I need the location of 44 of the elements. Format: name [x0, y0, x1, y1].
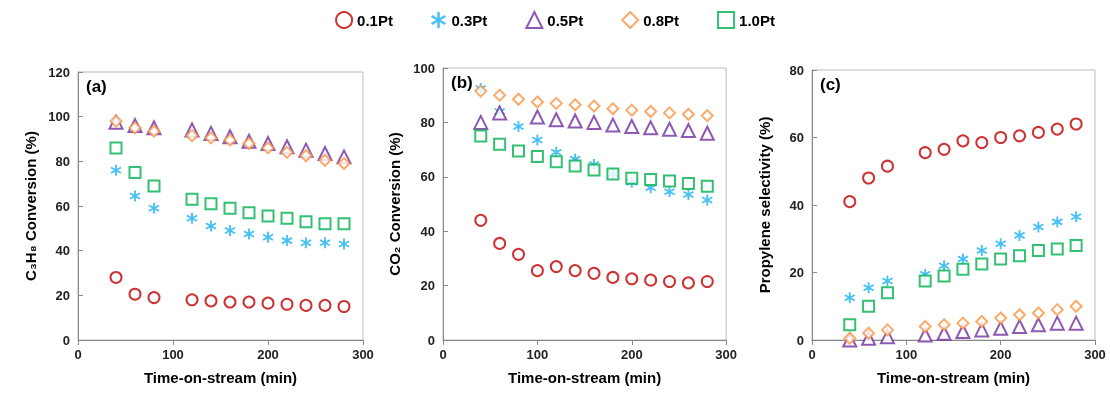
x-tick-label: 300: [1084, 347, 1106, 362]
x-tick-label: 200: [620, 347, 643, 362]
x-axis-title: Time-on-stream (min): [508, 369, 662, 386]
y-tick-label: 60: [55, 198, 70, 214]
y-axis-title: CO₂ Conversion (%): [386, 132, 404, 276]
y-tick-label: 20: [55, 287, 70, 303]
x-axis-title: Time-on-stream (min): [876, 369, 1031, 386]
y-tick-label: 100: [413, 60, 435, 76]
annotation: (c): [820, 75, 841, 94]
y-tick-label: 40: [420, 223, 435, 239]
y-axis-title: C₃H₈ Conversion (%): [22, 131, 39, 281]
x-tick-label: 200: [257, 347, 279, 362]
y-tick-label: 60: [420, 169, 435, 185]
legend-label: 0.3Pt: [451, 11, 488, 29]
legend-label: 0.5Pt: [547, 11, 584, 29]
x-tick-label: 100: [526, 347, 549, 362]
y-tick-label: 40: [789, 197, 804, 213]
y-tick-label: 80: [55, 153, 70, 169]
y-tick-label: 80: [789, 62, 804, 78]
x-tick-label: 200: [989, 347, 1012, 362]
x-tick-label: 100: [895, 347, 918, 362]
y-tick-label: 120: [48, 64, 70, 80]
x-axis-title: Time-on-stream (min): [143, 369, 298, 386]
legend-label: 0.1Pt: [357, 11, 393, 29]
x-tick-label: 300: [715, 347, 738, 362]
y-tick-label: 80: [420, 114, 435, 130]
x-tick-label: 300: [352, 347, 374, 362]
x-tick-label: 0: [808, 347, 816, 362]
x-tick-label: 0: [74, 347, 82, 362]
x-tick-label: 0: [439, 347, 447, 362]
legend-label: 1.0Pt: [739, 11, 775, 29]
y-axis-title: Propylene selectivity (%): [756, 116, 773, 294]
y-tick-label: 20: [420, 278, 435, 294]
y-tick-label: 20: [789, 265, 804, 280]
x-tick-label: 100: [162, 347, 184, 362]
y-tick-label: 40: [55, 243, 70, 259]
annotation: (b): [451, 73, 473, 92]
y-tick-label: 0: [427, 332, 435, 348]
annotation: (a): [86, 77, 107, 96]
y-tick-label: 60: [789, 130, 804, 145]
y-tick-label: 100: [48, 109, 70, 125]
y-tick-label: 0: [62, 332, 70, 348]
legend-label: 0.8Pt: [643, 11, 680, 29]
y-tick-label: 0: [796, 332, 804, 348]
